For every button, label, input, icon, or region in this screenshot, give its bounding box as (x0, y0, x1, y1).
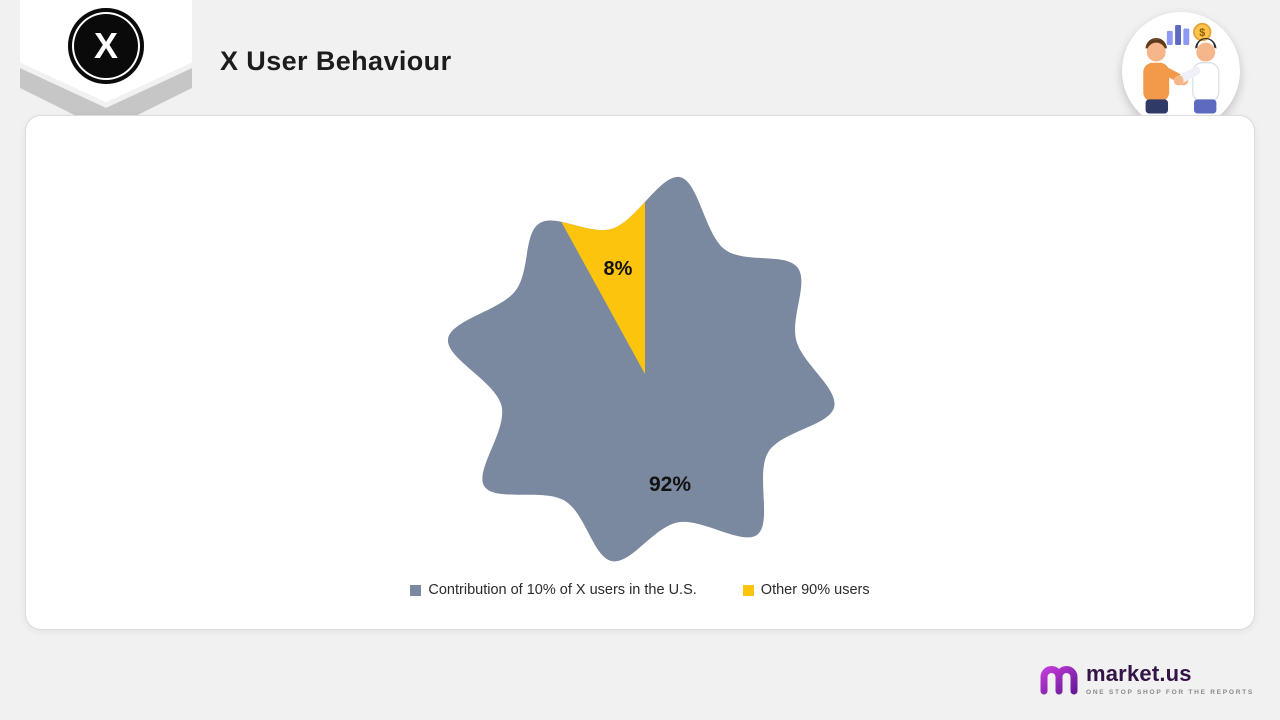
svg-text:$: $ (1199, 27, 1205, 39)
marketus-m-icon (1040, 666, 1078, 695)
blob-base (447, 176, 835, 562)
legend-item-minor: Other 90% users (742, 582, 870, 598)
pie-label-minor: 8% (604, 258, 633, 280)
x-badge: X (20, 0, 192, 142)
legend-swatch-minor (742, 584, 754, 596)
handshake-illustration: $ (1143, 22, 1220, 114)
x-logo-icon: X (68, 8, 144, 84)
legend-label-major: Contribution of 10% of X users in the U.… (428, 582, 697, 598)
pin-circle: $ (1122, 12, 1240, 130)
brand-tagline: ONE STOP SHOP FOR THE REPORTS (1085, 688, 1254, 696)
chart-legend: Contribution of 10% of X users in the U.… (410, 582, 870, 598)
chart-card: 8% 92% Contribution of 10% of X users in… (25, 115, 1255, 630)
legend-label-minor: Other 90% users (760, 582, 870, 598)
illustration-pin: $ (1122, 12, 1240, 162)
pie-chart-svg: 8% 92% (447, 176, 835, 562)
page-title: X User Behaviour (220, 46, 452, 76)
legend-item-major: Contribution of 10% of X users in the U.… (410, 582, 697, 598)
marketus-logo: market.us ONE STOP SHOP FOR THE REPORTS (1039, 658, 1254, 698)
brand-text: market.us ONE STOP SHOP FOR THE REPORTS (1086, 661, 1254, 696)
pie-label-major: 92% (649, 473, 691, 496)
brand-name: market.us (1085, 660, 1192, 686)
x-logo-letter: X (93, 25, 118, 66)
legend-swatch-major (410, 584, 422, 596)
